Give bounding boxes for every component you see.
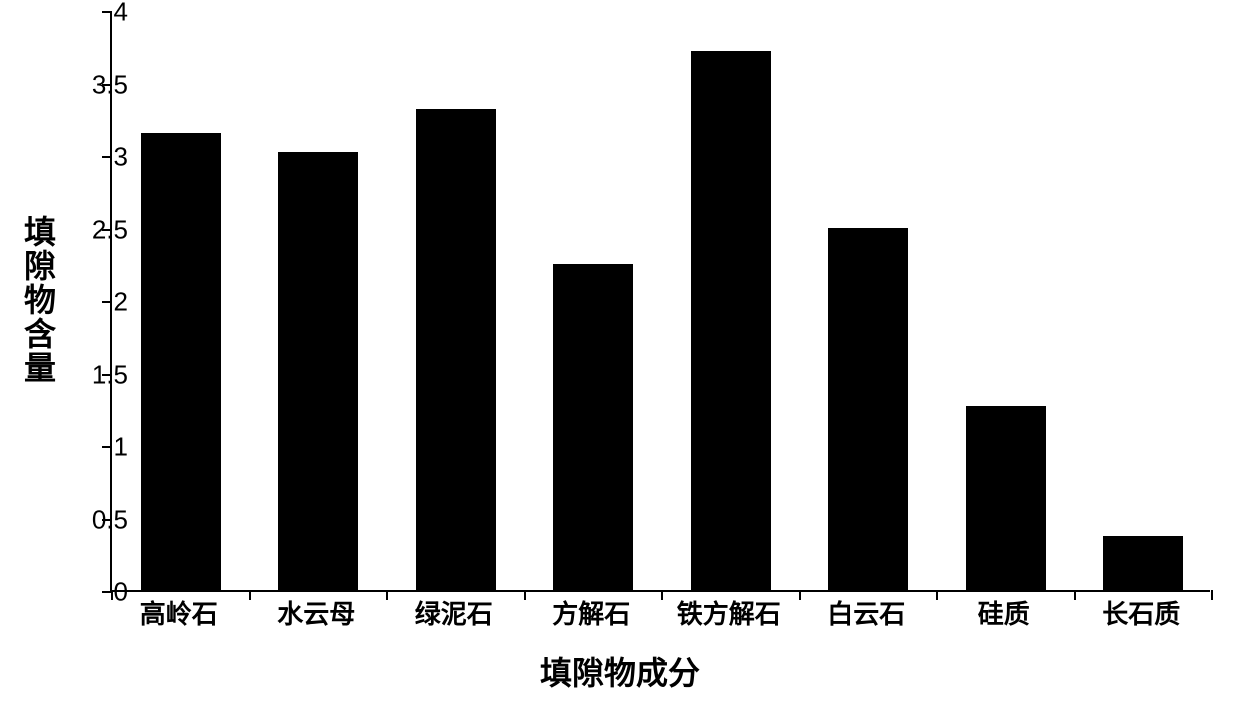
y-tick [102, 446, 112, 448]
bar [1103, 536, 1183, 590]
x-tick [386, 590, 388, 600]
bar [553, 264, 633, 590]
y-tick-label: 3.5 [92, 69, 128, 100]
bar [141, 133, 221, 590]
y-tick-label: 3 [114, 142, 128, 173]
x-tick [524, 590, 526, 600]
y-tick-label: 4 [114, 0, 128, 28]
x-tick-label: 水云母 [277, 594, 355, 631]
x-tick-label: 长石质 [1102, 594, 1180, 631]
y-tick-label: 0.5 [92, 504, 128, 535]
y-tick-label: 1 [114, 432, 128, 463]
x-tick [661, 590, 663, 600]
x-tick [799, 590, 801, 600]
y-axis-title: 填隙物含量 [15, 215, 61, 385]
plot-area [110, 12, 1210, 592]
x-tick-label: 铁方解石 [677, 594, 781, 631]
x-tick-label: 方解石 [552, 594, 630, 631]
y-tick [102, 156, 112, 158]
x-tick-label: 高岭石 [140, 594, 218, 631]
x-tick-label: 硅质 [978, 594, 1030, 631]
x-tick [249, 590, 251, 600]
y-tick-label: 2.5 [92, 214, 128, 245]
y-tick-label: 2 [114, 287, 128, 318]
bar [828, 228, 908, 591]
x-tick [936, 590, 938, 600]
bar [691, 51, 771, 590]
x-tick-label: 白云石 [827, 594, 905, 631]
y-tick-label: 1.5 [92, 359, 128, 390]
bar [278, 152, 358, 590]
bar [966, 406, 1046, 590]
x-axis-title: 填隙物成分 [540, 648, 700, 694]
x-tick [1074, 590, 1076, 600]
y-tick [102, 301, 112, 303]
x-tick [1211, 590, 1213, 600]
bar [416, 109, 496, 590]
y-tick-label: 0 [114, 577, 128, 608]
y-tick [102, 11, 112, 13]
bar-chart [110, 12, 1210, 640]
x-tick-label: 绿泥石 [415, 594, 493, 631]
